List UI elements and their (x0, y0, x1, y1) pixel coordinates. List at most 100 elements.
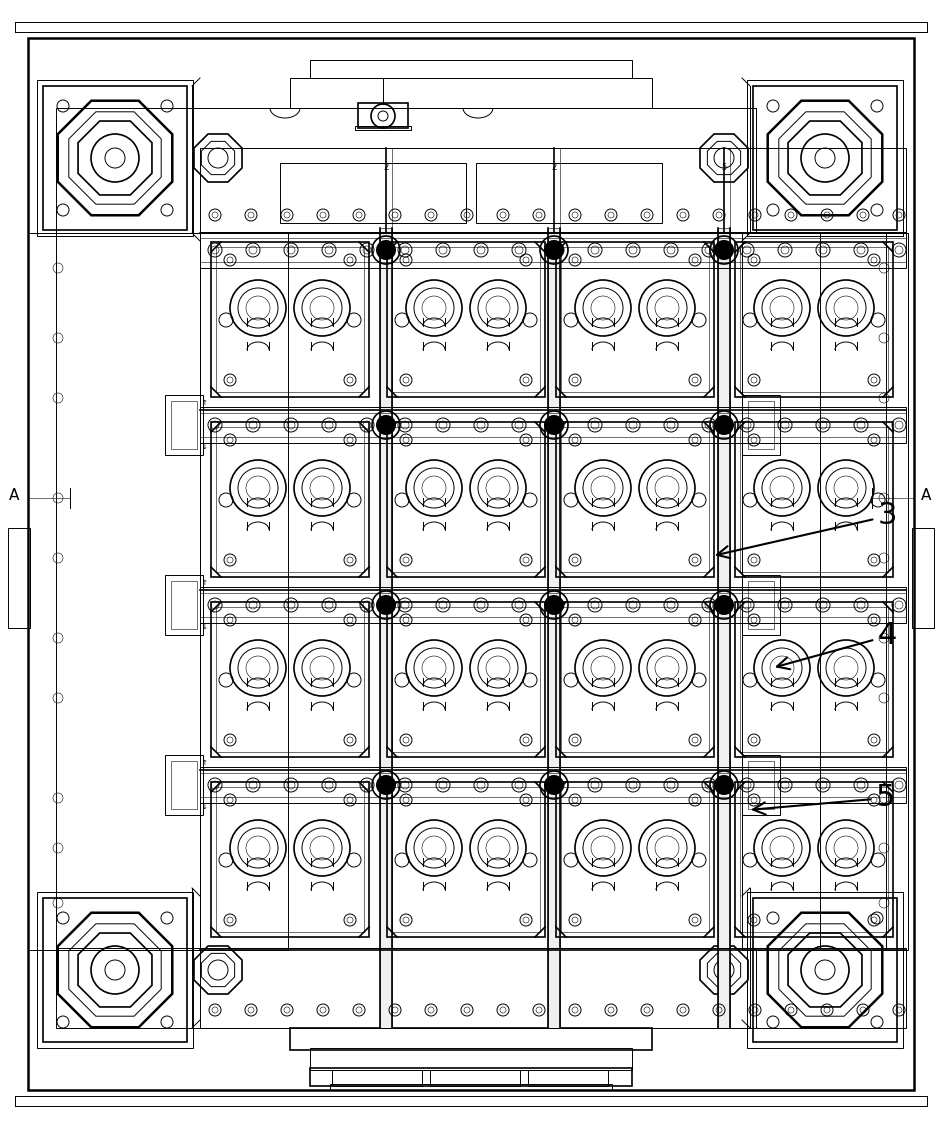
Bar (200, 413, 906, 437)
Bar (748, 761, 774, 809)
Bar (387, 243, 545, 397)
Circle shape (544, 240, 564, 259)
Bar (561, 607, 709, 752)
Bar (740, 247, 888, 393)
Bar (216, 787, 364, 932)
Bar (747, 892, 903, 1048)
Bar (200, 148, 906, 233)
Bar (216, 607, 364, 752)
Bar (200, 238, 906, 262)
Bar (358, 103, 408, 127)
Bar (742, 575, 780, 635)
Bar (392, 428, 540, 572)
Bar (742, 395, 780, 455)
Bar (742, 755, 780, 816)
Circle shape (376, 775, 396, 795)
Bar (310, 60, 632, 78)
Bar (430, 1070, 520, 1086)
Bar (290, 78, 652, 108)
Circle shape (714, 775, 734, 795)
Bar (387, 602, 545, 757)
Text: ↑: ↑ (203, 760, 208, 766)
Bar (556, 602, 714, 757)
Bar (200, 232, 906, 268)
Circle shape (376, 594, 396, 615)
Text: 2: 2 (551, 164, 557, 173)
Bar (476, 164, 662, 223)
Bar (56, 948, 756, 1028)
Text: ↑: ↑ (203, 400, 208, 406)
Bar (216, 247, 364, 393)
Bar (28, 233, 200, 950)
Bar (200, 587, 906, 623)
Bar (742, 233, 886, 950)
Bar (753, 898, 897, 1042)
Bar (211, 782, 369, 937)
Bar (200, 948, 906, 1028)
Bar (165, 395, 203, 455)
Bar (211, 243, 369, 397)
Circle shape (544, 594, 564, 615)
Bar (310, 1068, 632, 1086)
Bar (561, 247, 709, 393)
Bar (56, 233, 200, 950)
Bar (310, 1048, 632, 1070)
Circle shape (714, 415, 734, 435)
Bar (56, 108, 756, 233)
Bar (165, 575, 203, 635)
Bar (740, 607, 888, 752)
Bar (171, 761, 197, 809)
Bar (200, 593, 906, 617)
Circle shape (376, 415, 396, 435)
Text: 4: 4 (777, 622, 898, 669)
Bar (740, 428, 888, 572)
Bar (200, 773, 906, 797)
Bar (820, 233, 908, 950)
Bar (740, 787, 888, 932)
Bar (387, 782, 545, 937)
Bar (528, 1070, 608, 1086)
Bar (735, 782, 893, 937)
Bar (211, 602, 369, 757)
Text: ↓: ↓ (203, 804, 208, 810)
Bar (37, 80, 193, 236)
Bar (912, 528, 934, 628)
Bar (200, 767, 906, 803)
Bar (8, 528, 30, 628)
Bar (37, 892, 193, 1048)
Bar (548, 228, 560, 1028)
Bar (753, 86, 897, 230)
Bar (330, 1084, 612, 1090)
Bar (561, 428, 709, 572)
Bar (290, 1028, 652, 1050)
Bar (735, 602, 893, 757)
Bar (718, 228, 730, 1028)
Bar (392, 607, 540, 752)
Bar (392, 247, 540, 393)
Bar (748, 581, 774, 629)
Circle shape (376, 240, 396, 259)
Text: A: A (8, 488, 19, 503)
Bar (200, 407, 906, 443)
Text: 3: 3 (717, 502, 898, 558)
Text: A: A (921, 488, 932, 503)
Bar (735, 422, 893, 578)
Bar (332, 1070, 422, 1086)
Text: ↑: ↑ (203, 580, 208, 587)
Bar (171, 400, 197, 449)
Bar (43, 898, 187, 1042)
Bar (211, 422, 369, 578)
Text: 5: 5 (753, 784, 896, 814)
Circle shape (544, 775, 564, 795)
Bar (280, 164, 466, 223)
Bar (387, 422, 545, 578)
Bar (556, 422, 714, 578)
Bar (561, 787, 709, 932)
Bar (216, 428, 364, 572)
Bar (556, 782, 714, 937)
Bar (392, 787, 540, 932)
Bar (748, 400, 774, 449)
Bar (165, 755, 203, 816)
Text: ↓: ↓ (203, 624, 208, 631)
Circle shape (714, 594, 734, 615)
